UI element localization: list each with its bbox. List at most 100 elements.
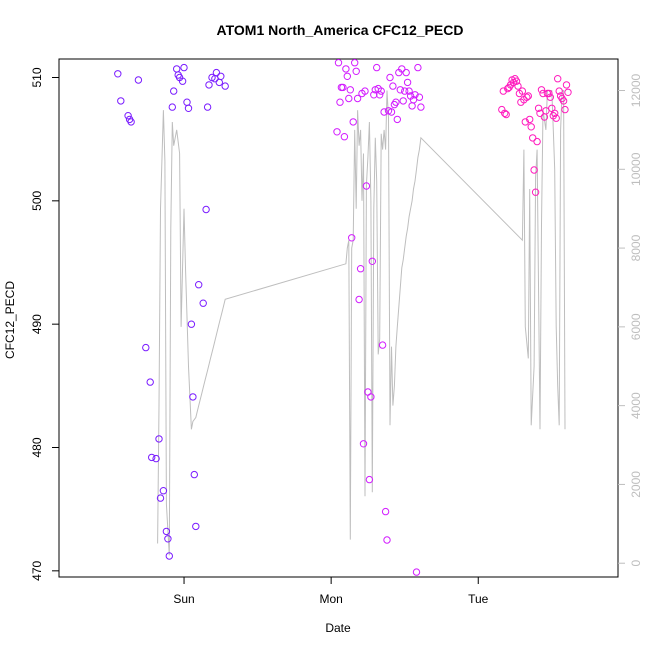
data-point (334, 59, 343, 67)
data-point (533, 137, 541, 146)
data-point (159, 487, 168, 495)
data-point (399, 97, 407, 105)
data-point (554, 75, 562, 83)
data-point (386, 73, 394, 82)
data-point (124, 112, 132, 120)
y-axis-right: 0 2000 4000 6000 8000 10000 12000 (618, 74, 643, 567)
data-point (187, 320, 196, 328)
data-point (117, 97, 125, 105)
data-point (561, 105, 569, 114)
data-point (361, 87, 369, 95)
data-point (396, 86, 404, 94)
data-point (518, 87, 527, 95)
data-point (512, 77, 521, 85)
data-point (376, 91, 384, 99)
y-tick-label: 470 (30, 561, 44, 581)
data-point (373, 63, 381, 72)
data-point (168, 103, 177, 111)
data-point (333, 128, 341, 136)
data-point (152, 454, 160, 463)
secondary-line-layer (157, 90, 566, 556)
y-right-tick-label: 0 (629, 560, 643, 567)
data-point (189, 393, 197, 401)
data-point (401, 87, 409, 95)
data-point (381, 507, 390, 516)
data-point (362, 182, 371, 190)
data-point (217, 72, 225, 81)
data-point (146, 378, 154, 386)
data-point (501, 109, 509, 118)
y-tick-label: 500 (30, 191, 44, 211)
data-point (183, 98, 191, 106)
data-point (337, 83, 346, 92)
data-point (202, 205, 210, 214)
data-point (356, 265, 365, 273)
data-point (368, 257, 376, 265)
data-point (180, 63, 188, 72)
data-point (192, 522, 200, 531)
data-point (173, 65, 181, 73)
data-point (417, 103, 425, 111)
data-point (389, 82, 397, 90)
data-point (559, 97, 568, 105)
data-point (164, 535, 172, 543)
data-point (514, 82, 522, 90)
data-point (526, 115, 534, 124)
y-axis-label: CFC12_PECD (3, 281, 17, 359)
data-point (387, 108, 396, 116)
data-point (221, 82, 229, 90)
data-point (351, 59, 359, 67)
data-point (415, 93, 424, 101)
data-point (339, 83, 347, 92)
data-point (380, 108, 388, 116)
data-point (562, 81, 571, 89)
data-point (414, 63, 422, 72)
data-point (529, 134, 537, 142)
data-point (114, 70, 122, 78)
data-point (156, 494, 165, 502)
data-point (527, 123, 535, 131)
data-point (162, 527, 171, 536)
y-axis-left: 470 480 490 500 510 (30, 67, 59, 581)
data-point (365, 475, 374, 484)
data-point (195, 281, 203, 289)
data-point (340, 133, 349, 141)
data-point (521, 118, 529, 126)
secondary-series-line (157, 90, 566, 556)
data-point (355, 295, 363, 304)
y-tick-label: 480 (30, 437, 44, 457)
data-point (352, 67, 360, 76)
y-right-tick-label: 12000 (629, 74, 643, 108)
data-point (378, 341, 387, 349)
data-point (551, 109, 559, 118)
data-point (405, 87, 413, 95)
data-point (212, 68, 221, 77)
data-point (524, 92, 532, 100)
data-point (402, 68, 410, 77)
points-layer (114, 59, 572, 576)
data-point (412, 568, 421, 576)
y-right-tick-label: 4000 (629, 392, 643, 419)
data-point (523, 93, 531, 101)
data-point (190, 470, 199, 479)
y-right-tick-label: 8000 (629, 234, 643, 261)
data-point (546, 93, 554, 101)
data-point (377, 87, 385, 95)
data-point (530, 166, 538, 174)
x-tick-label: Tue (468, 592, 489, 606)
data-point (564, 88, 572, 97)
data-point (502, 110, 510, 119)
data-point (349, 118, 357, 126)
data-point (348, 234, 356, 242)
data-point (367, 393, 375, 401)
data-point (170, 87, 178, 95)
x-tick-label: Sun (173, 592, 194, 606)
data-point (205, 81, 213, 89)
chart-title: ATOM1 North_America CFC12_PECD (217, 22, 464, 38)
data-point (392, 98, 400, 106)
data-point (552, 114, 560, 122)
data-point (408, 102, 416, 110)
y-right-tick-label: 6000 (629, 313, 643, 340)
plot-frame (58, 58, 619, 578)
data-point (537, 86, 546, 94)
